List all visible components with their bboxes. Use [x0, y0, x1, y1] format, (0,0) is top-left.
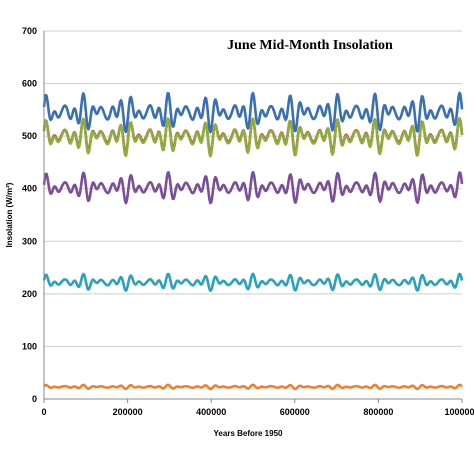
y-tick-label: 0 [32, 394, 37, 404]
x-tick-labels: 0 200000 400000 600000 800000 1000000 [41, 407, 474, 417]
axes [43, 31, 463, 403]
y-tick-labels: 0 100 200 300 400 500 600 700 [22, 26, 37, 404]
grid-lines [44, 30, 462, 400]
series-lines [42, 91, 464, 391]
y-tick-label: 600 [22, 79, 37, 89]
y-tick-label: 400 [22, 184, 37, 194]
x-tick-label: 200000 [113, 407, 143, 417]
x-tick-label: 0 [41, 407, 46, 417]
series-line [42, 170, 464, 205]
series-line [42, 272, 464, 293]
y-tick-label: 200 [22, 289, 37, 299]
series-line [42, 116, 464, 158]
x-axis-label: Years Before 1950 [214, 429, 283, 438]
x-tick-label: 400000 [196, 407, 226, 417]
x-tick-label: 600000 [280, 407, 310, 417]
y-tick-label: 100 [22, 341, 37, 351]
y-tick-label: 500 [22, 131, 37, 141]
y-tick-label: 300 [22, 236, 37, 246]
y-tick-label: 700 [22, 26, 37, 36]
series-line [43, 383, 463, 391]
chart-title: June Mid-Month Insolation [227, 38, 393, 53]
y-axis-label: Insolation (W/m²) [5, 182, 14, 247]
x-tick-label: 1000000 [444, 407, 474, 417]
x-tick-label: 800000 [363, 407, 393, 417]
series-line [42, 91, 464, 134]
